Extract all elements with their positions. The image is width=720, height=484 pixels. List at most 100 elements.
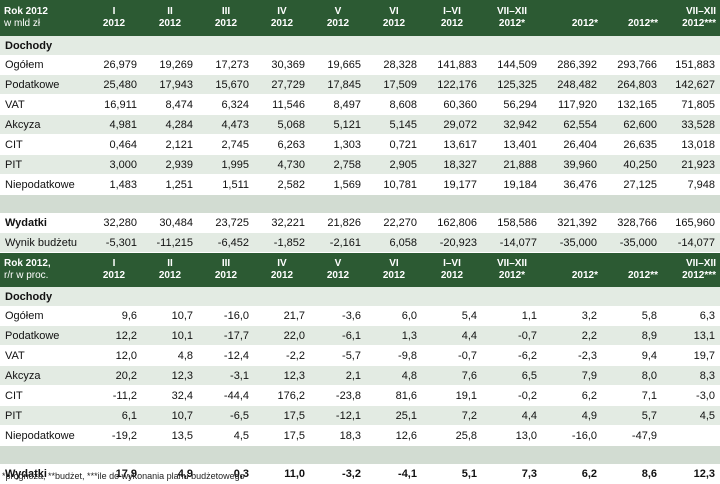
cell-value: 6,1 bbox=[86, 405, 142, 426]
cell-value bbox=[662, 425, 720, 446]
cell-value: 11,0 bbox=[254, 464, 310, 484]
cell-value: 6,5 bbox=[482, 365, 542, 386]
cell-value: 2,745 bbox=[198, 134, 254, 155]
cell-value: 25,8 bbox=[422, 425, 482, 446]
row-label: CIT bbox=[0, 134, 86, 155]
cell-value: 26,404 bbox=[542, 134, 602, 155]
cell-value: 17,845 bbox=[310, 74, 366, 95]
cell-value: 25,480 bbox=[86, 74, 142, 95]
cell-value: 286,392 bbox=[542, 55, 602, 75]
cell-value: 30,484 bbox=[142, 213, 198, 233]
cell-value: 8,0 bbox=[602, 365, 662, 386]
section-label: Dochody bbox=[0, 36, 720, 55]
table-row: Niepodatkowe 1,483 1,251 1,511 2,582 1,569 10,… bbox=[0, 174, 720, 195]
column-header-year: 2012* bbox=[571, 18, 598, 29]
cell-value: 4,730 bbox=[254, 154, 310, 175]
cell-value: 132,165 bbox=[602, 94, 662, 115]
cell-value: 17,509 bbox=[366, 74, 422, 95]
column-header: III 2012 bbox=[198, 0, 254, 36]
cell-value: -23,8 bbox=[310, 385, 366, 406]
cell-value: -17,7 bbox=[198, 325, 254, 346]
column-header: IV 2012 bbox=[254, 0, 310, 36]
cell-value: -5,7 bbox=[310, 345, 366, 366]
cell-value: 1,251 bbox=[142, 174, 198, 195]
column-header-year: 2012 bbox=[102, 270, 126, 281]
cell-value: 19,1 bbox=[422, 385, 482, 406]
cell-value: 27,729 bbox=[254, 74, 310, 95]
cell-value: 62,600 bbox=[602, 114, 662, 135]
column-header: V 2012 bbox=[310, 0, 366, 36]
spacer-row bbox=[0, 445, 720, 464]
cell-value: 2,758 bbox=[310, 154, 366, 175]
cell-value: 4,8 bbox=[142, 345, 198, 366]
cell-value: 16,911 bbox=[86, 94, 142, 115]
cell-value: -11,215 bbox=[142, 232, 198, 253]
cell-value: -0,2 bbox=[482, 385, 542, 406]
cell-value: 151,883 bbox=[662, 55, 720, 75]
table-row: Niepodatkowe -19,2 13,5 4,5 17,5 18,3 12,6 25,8… bbox=[0, 425, 720, 446]
cell-value: 5,145 bbox=[366, 114, 422, 135]
cell-value: 32,4 bbox=[142, 385, 198, 406]
corner-line: Rok 2012 bbox=[4, 6, 48, 17]
cell-value: 165,960 bbox=[662, 213, 720, 233]
cell-value: 18,327 bbox=[422, 154, 482, 175]
cell-value: -14,077 bbox=[482, 232, 542, 253]
column-header: I–VI 2012 bbox=[422, 253, 482, 287]
cell-value: -35,000 bbox=[602, 232, 662, 253]
cell-value: 7,1 bbox=[602, 385, 662, 406]
row-label: PIT bbox=[0, 405, 86, 426]
cell-value: -3,6 bbox=[310, 306, 366, 326]
cell-value: -6,2 bbox=[482, 345, 542, 366]
cell-value: 5,8 bbox=[602, 306, 662, 326]
row-label: Niepodatkowe bbox=[0, 425, 86, 446]
cell-value: 8,608 bbox=[366, 94, 422, 115]
table-row: Podatkowe 25,480 17,943 15,670 27,729 17,845 1… bbox=[0, 74, 720, 95]
cell-value: -1,852 bbox=[254, 232, 310, 253]
cell-value: 17,5 bbox=[254, 425, 310, 446]
cell-value: 141,883 bbox=[422, 55, 482, 75]
column-header-top: VI bbox=[389, 6, 399, 17]
cell-value: 13,5 bbox=[142, 425, 198, 446]
column-header: I 2012 bbox=[86, 0, 142, 36]
cell-value: 5,121 bbox=[310, 114, 366, 135]
table-row: PIT 6,1 10,7 -6,5 17,5 -12,1 25,1 7,2 4,4 4,9 5,7 4… bbox=[0, 405, 720, 426]
cell-value: 10,7 bbox=[142, 306, 198, 326]
cell-value: 3,000 bbox=[86, 154, 142, 175]
cell-value: 29,072 bbox=[422, 114, 482, 135]
row-label: Akcyza bbox=[0, 114, 86, 135]
cell-value: 60,360 bbox=[422, 94, 482, 115]
cell-value: 10,781 bbox=[366, 174, 422, 195]
corner-label: Rok 2012, r/r w proc. bbox=[0, 253, 86, 287]
column-header-year: 2012 bbox=[326, 18, 350, 29]
column-header-top bbox=[544, 258, 598, 270]
cell-value: 6,0 bbox=[366, 306, 422, 326]
column-header-top: IV bbox=[277, 6, 287, 17]
cell-value: 6,058 bbox=[366, 232, 422, 253]
column-header-year: 2012* bbox=[571, 270, 598, 281]
cell-value: -0,7 bbox=[422, 345, 482, 366]
column-header-top: I bbox=[112, 6, 116, 17]
cell-value: 22,270 bbox=[366, 213, 422, 233]
cell-value: 17,5 bbox=[254, 405, 310, 426]
cell-value: 19,184 bbox=[482, 174, 542, 195]
cell-value: 12,3 bbox=[254, 365, 310, 386]
cell-value: 7,9 bbox=[542, 365, 602, 386]
column-header: II 2012 bbox=[142, 253, 198, 287]
cell-value: 2,939 bbox=[142, 154, 198, 175]
column-header-top: V bbox=[334, 6, 342, 17]
table-row: PIT 3,000 2,939 1,995 4,730 2,758 2,905 18,327 2… bbox=[0, 154, 720, 175]
cell-value: 40,250 bbox=[602, 154, 662, 175]
cell-value: 32,221 bbox=[254, 213, 310, 233]
cell-value: -11,2 bbox=[86, 385, 142, 406]
cell-value: 28,328 bbox=[366, 55, 422, 75]
cell-value: 32,280 bbox=[86, 213, 142, 233]
cell-value: 8,9 bbox=[602, 325, 662, 346]
spacer-cell bbox=[0, 194, 720, 213]
cell-value: 248,482 bbox=[542, 74, 602, 95]
table-billions: Rok 2012 w mld zł I 2012 II 2012 III 2012 IV 2012… bbox=[0, 0, 720, 253]
column-header-top: III bbox=[221, 258, 231, 269]
cell-value: 7,2 bbox=[422, 405, 482, 426]
column-header: 2012* bbox=[542, 0, 602, 36]
section-row: Dochody bbox=[0, 287, 720, 306]
column-header-year: 2012*** bbox=[682, 18, 716, 29]
